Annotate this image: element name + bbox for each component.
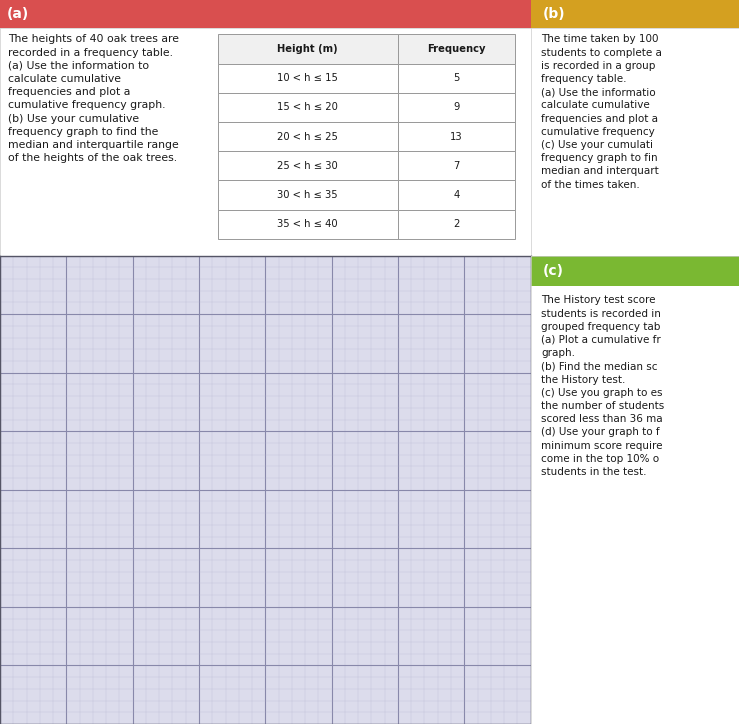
Text: (b): (b): [543, 7, 566, 21]
Text: 7: 7: [453, 161, 460, 171]
Text: 4: 4: [453, 190, 460, 200]
Bar: [217, 151, 398, 180]
Text: 35 < h ≤ 40: 35 < h ≤ 40: [277, 219, 338, 229]
Bar: [217, 180, 398, 209]
Text: 5: 5: [453, 73, 460, 83]
Bar: [217, 64, 398, 93]
Text: 2: 2: [453, 219, 460, 229]
Bar: [217, 34, 398, 64]
Bar: [398, 209, 514, 239]
Bar: [217, 122, 398, 151]
Text: Height (m): Height (m): [277, 44, 338, 54]
Text: The time taken by 100
students to complete a
is recorded in a group
frequency ta: The time taken by 100 students to comple…: [541, 34, 662, 190]
Bar: [398, 64, 514, 93]
Bar: [398, 151, 514, 180]
Bar: [398, 34, 514, 64]
Text: 10 < h ≤ 15: 10 < h ≤ 15: [277, 73, 338, 83]
Bar: [398, 93, 514, 122]
Text: Frequency: Frequency: [427, 44, 486, 54]
Text: (c): (c): [543, 264, 564, 278]
Text: 20 < h ≤ 25: 20 < h ≤ 25: [277, 132, 338, 141]
Bar: [217, 93, 398, 122]
Bar: [398, 122, 514, 151]
Bar: [217, 209, 398, 239]
Text: (a): (a): [7, 7, 29, 21]
Text: 9: 9: [453, 102, 460, 112]
Text: The heights of 40 oak trees are
recorded in a frequency table.
(a) Use the infor: The heights of 40 oak trees are recorded…: [8, 34, 179, 163]
Text: The History test score
students is recorded in
grouped frequency tab
(a) Plot a : The History test score students is recor…: [541, 295, 664, 477]
Text: 25 < h ≤ 30: 25 < h ≤ 30: [277, 161, 338, 171]
Text: 30 < h ≤ 35: 30 < h ≤ 35: [277, 190, 338, 200]
Text: 15 < h ≤ 20: 15 < h ≤ 20: [277, 102, 338, 112]
Bar: [398, 180, 514, 209]
Bar: [531, 256, 739, 286]
Text: 13: 13: [450, 132, 463, 141]
